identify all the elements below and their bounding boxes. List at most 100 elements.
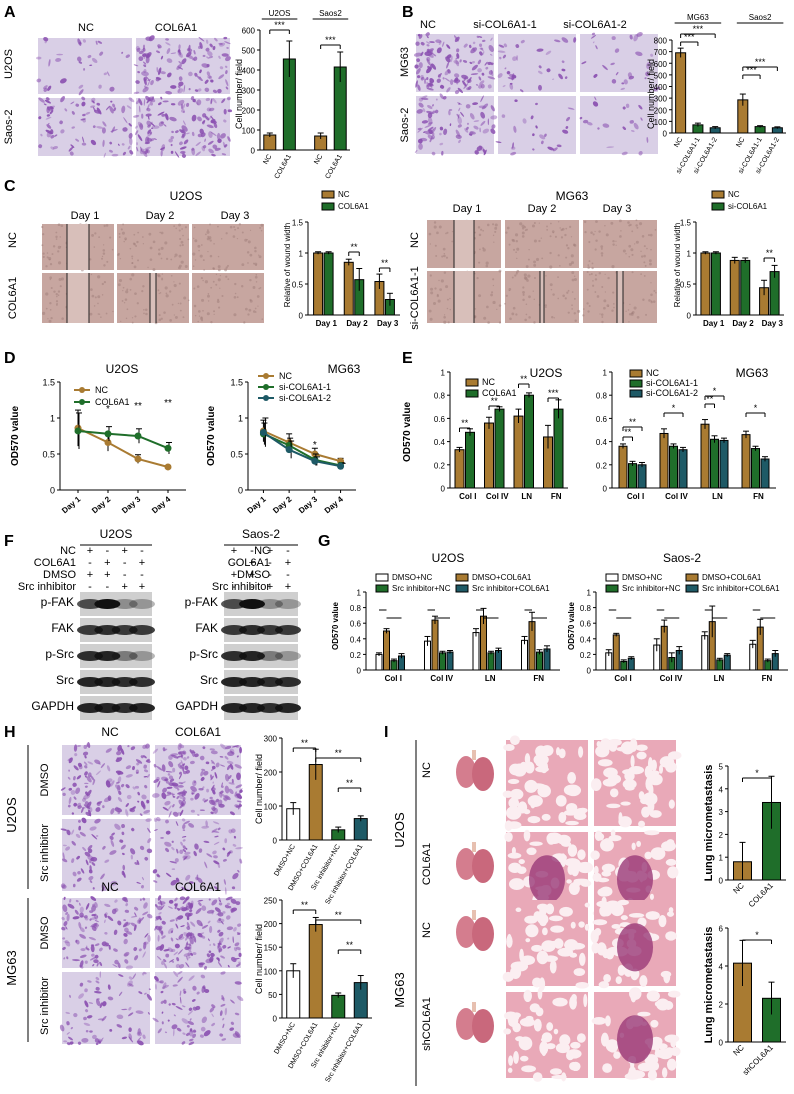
stained-cell — [414, 64, 419, 69]
stained-cell — [462, 80, 467, 87]
y-tick-label: 0.4 — [596, 438, 608, 447]
band-label: FAK — [195, 621, 218, 635]
stained-cell — [138, 56, 144, 62]
bar — [536, 651, 543, 671]
wound-texture — [619, 219, 622, 223]
stained-cell — [159, 980, 164, 984]
wound-image-MG63-NC — [427, 219, 501, 268]
stained-cell — [435, 98, 438, 101]
wound-texture — [654, 228, 657, 231]
wound-texture — [217, 278, 221, 282]
wound-texture — [600, 247, 603, 250]
alveolus — [532, 1072, 543, 1082]
stained-cell — [178, 936, 185, 941]
alveolus — [529, 841, 543, 846]
alveolus — [541, 1032, 553, 1043]
stained-cell — [73, 775, 76, 781]
y-tick-label: 0 — [50, 486, 55, 496]
y-tick-label: 150 — [264, 944, 278, 953]
y-tick-label: 200 — [264, 920, 278, 929]
stained-cell — [136, 762, 140, 766]
stained-cell — [107, 984, 111, 990]
wound-texture — [111, 248, 114, 251]
y-tick-label: 0.6 — [580, 620, 592, 629]
legend-label: NC — [338, 190, 350, 199]
wound-texture — [492, 300, 496, 305]
x-tick-label: FN — [533, 674, 544, 683]
wound-texture — [650, 300, 653, 304]
y-axis-label: OD570 value — [567, 601, 576, 650]
blot-band — [257, 651, 283, 661]
stained-cell — [94, 954, 99, 959]
wound-texture — [145, 308, 148, 312]
stained-cell — [73, 802, 78, 807]
stained-cell — [81, 142, 87, 146]
alveolus — [535, 760, 547, 767]
stained-cell — [201, 63, 210, 68]
wound-texture — [183, 296, 187, 300]
stained-cell — [78, 89, 84, 96]
column-label: NC — [101, 725, 119, 739]
stained-cell — [117, 962, 121, 969]
wound-texture — [648, 259, 652, 263]
row-label: U2OS — [3, 49, 15, 79]
stained-cell — [454, 90, 460, 95]
wound-texture — [41, 244, 44, 247]
wound-texture — [566, 291, 569, 294]
wound-texture — [601, 320, 604, 324]
stained-cell — [623, 79, 628, 85]
wound-texture — [217, 265, 221, 269]
wound-texture — [443, 314, 446, 316]
wound-texture — [152, 240, 156, 244]
wound-texture — [440, 279, 444, 283]
wound-texture — [601, 316, 604, 318]
wound-texture — [236, 296, 239, 299]
wound-texture — [158, 248, 161, 251]
alveolus — [617, 899, 630, 906]
stained-cell — [239, 746, 242, 754]
stained-cell — [209, 799, 216, 806]
stained-cell — [187, 54, 194, 60]
stained-cell — [239, 858, 243, 864]
stained-cell — [78, 61, 83, 64]
stained-cell — [138, 105, 141, 113]
stained-cell — [82, 118, 86, 123]
stained-cell — [194, 753, 199, 758]
row-label: COL6A1 — [7, 277, 19, 319]
condition-sign: - — [250, 545, 254, 557]
stained-cell — [210, 115, 214, 120]
legend-swatch — [629, 379, 643, 388]
stained-cell — [66, 956, 69, 960]
wound-texture — [498, 269, 502, 273]
wound-texture — [594, 248, 597, 251]
stained-cell — [82, 136, 85, 143]
y-axis-label: OD570 value — [402, 402, 413, 462]
stained-cell — [43, 103, 47, 106]
wound-texture — [118, 232, 121, 235]
stained-cell — [465, 104, 471, 109]
bar — [729, 259, 740, 316]
stained-cell — [470, 73, 479, 75]
stained-cell — [89, 865, 92, 871]
stained-cell — [126, 794, 132, 800]
stained-cell — [456, 82, 459, 85]
stained-cell — [95, 980, 100, 984]
stained-cell — [458, 139, 461, 144]
wound-texture — [207, 251, 209, 253]
stained-cell — [167, 1019, 170, 1022]
alveolus — [527, 795, 543, 807]
wound-texture — [591, 266, 594, 270]
wound-texture — [89, 312, 93, 316]
bar — [754, 126, 766, 134]
wound-texture — [541, 257, 544, 260]
stained-cell — [650, 53, 654, 57]
stained-cell — [223, 879, 227, 885]
wound-texture — [615, 240, 617, 242]
condition-sign: + — [267, 581, 273, 593]
y-axis-label: Relative of wound width — [283, 223, 292, 308]
stained-cell — [49, 109, 54, 115]
wound-texture — [650, 293, 653, 297]
wound-texture — [652, 300, 656, 303]
stained-cell — [165, 830, 171, 835]
